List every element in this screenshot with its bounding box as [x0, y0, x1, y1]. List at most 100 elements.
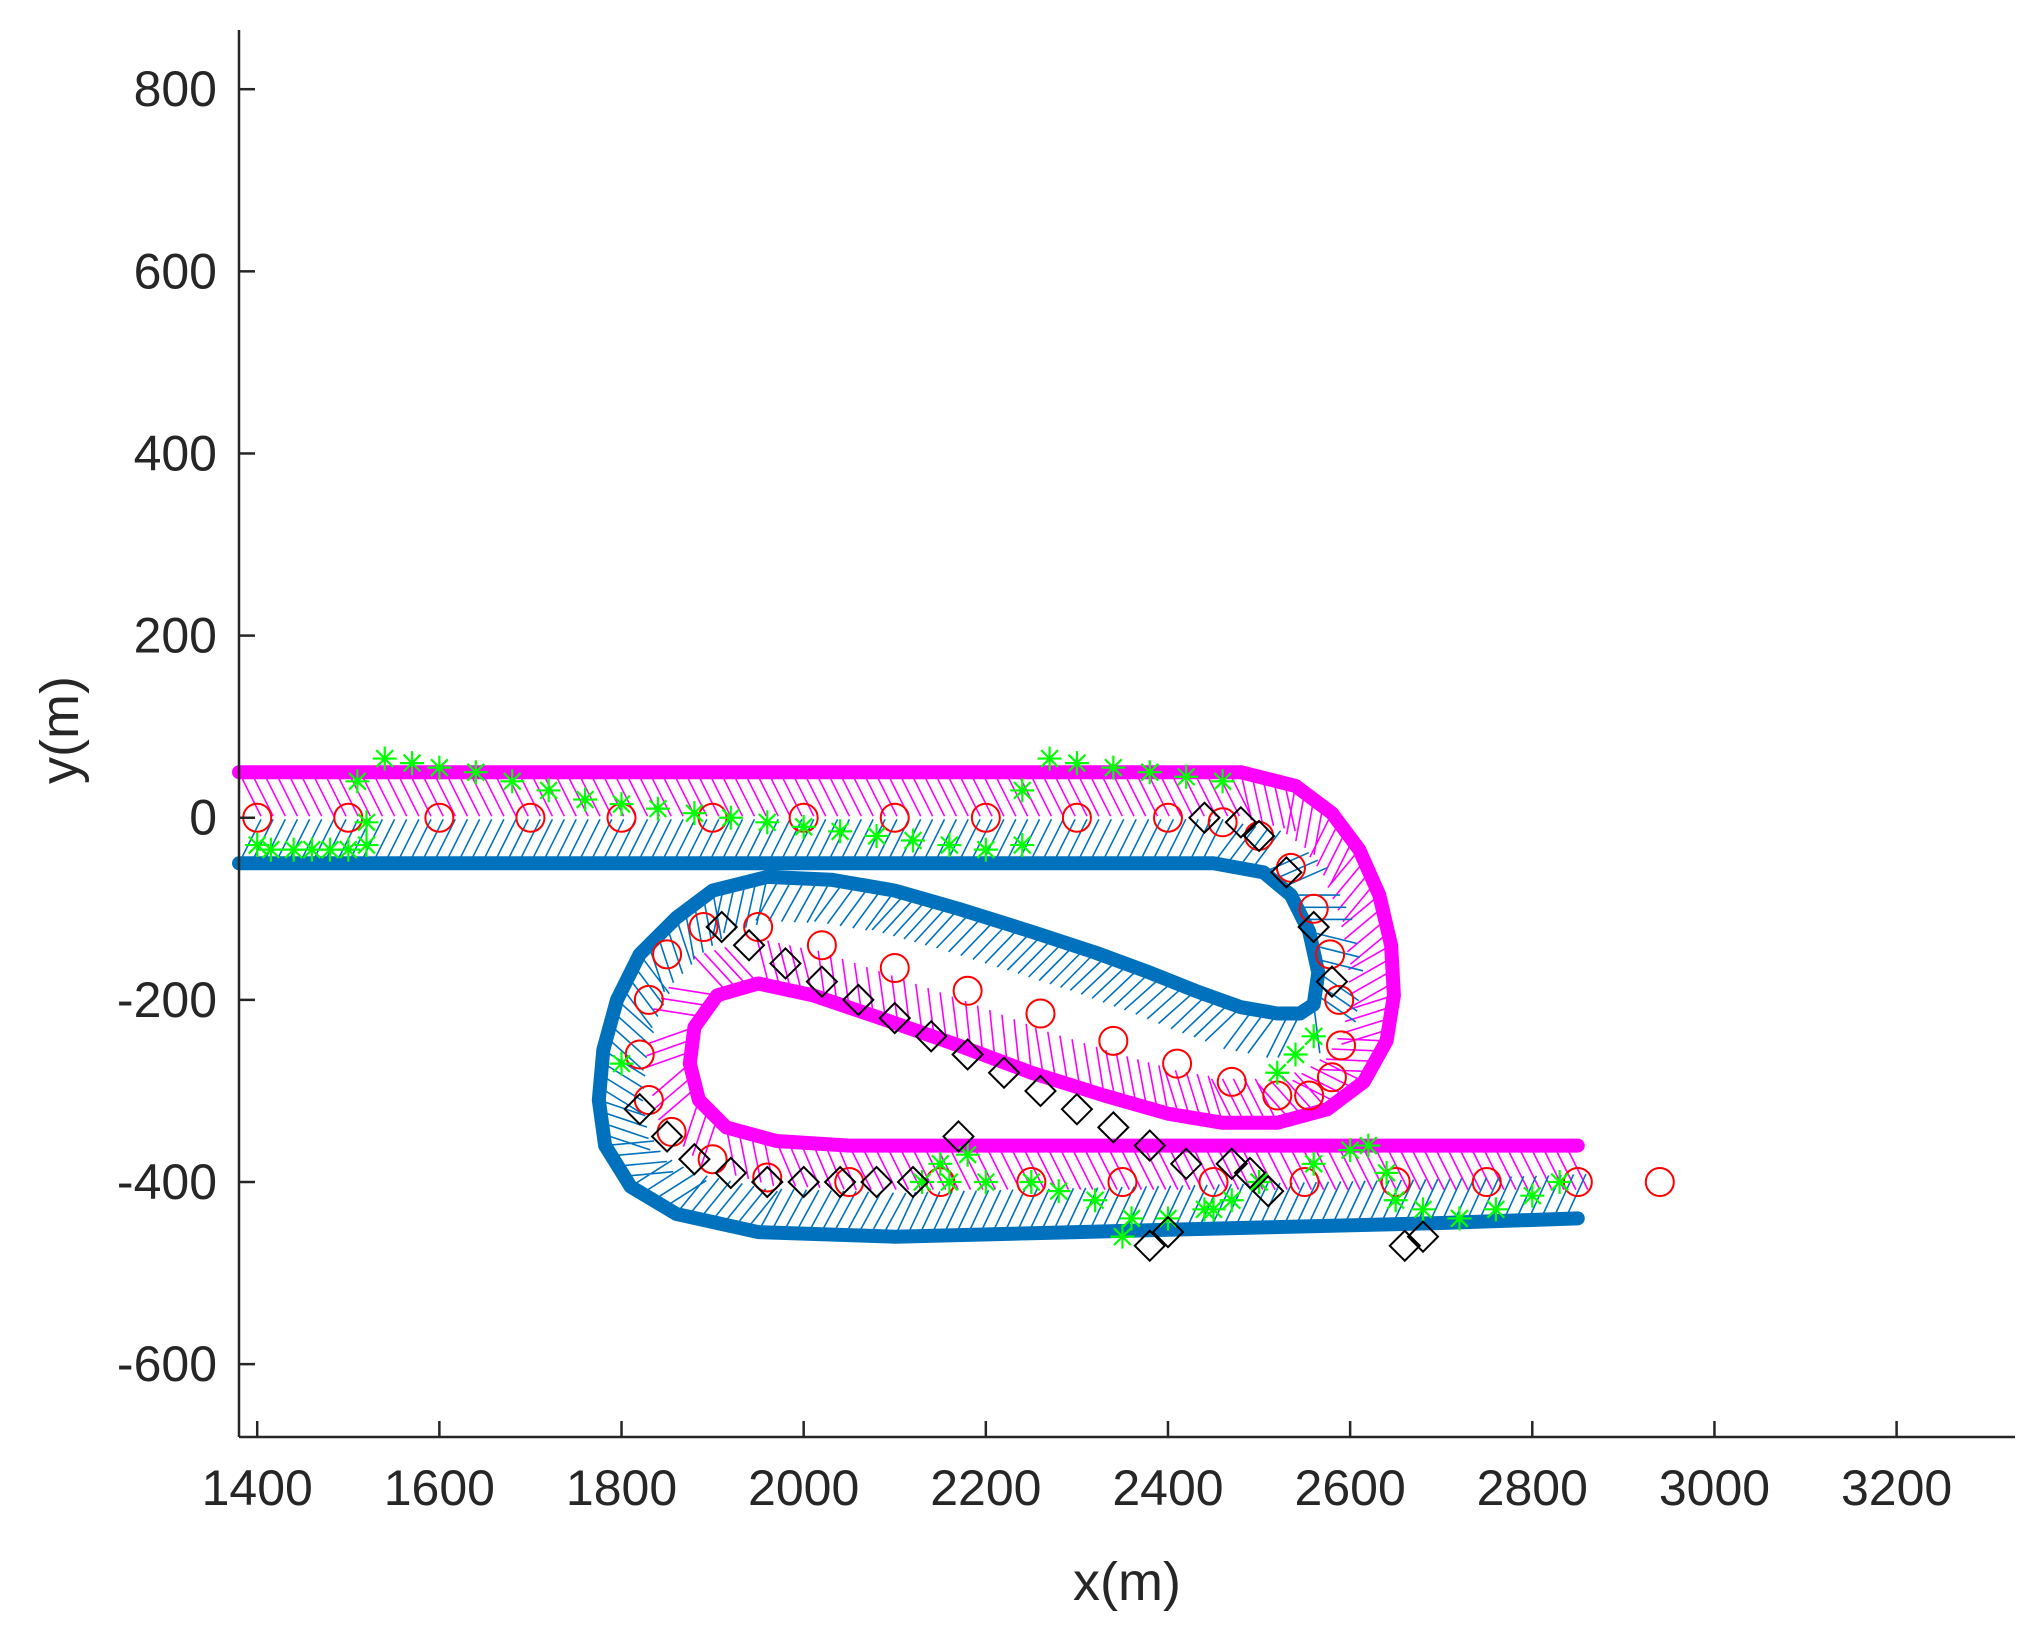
centerline-point [1298, 893, 1329, 924]
black-agent-point [1188, 801, 1221, 835]
green-agent-point [1283, 1042, 1308, 1067]
centerline-point [633, 1085, 664, 1116]
green-agent-point [1119, 1206, 1144, 1231]
y-tick-label: 200 [134, 608, 217, 664]
black-agent-point [705, 910, 739, 944]
y-tick-label: -400 [117, 1154, 217, 1210]
x-axis-title: x(m) [1073, 1552, 1181, 1612]
centerline-point [333, 802, 364, 833]
x-tick-label: 3000 [1659, 1460, 1770, 1516]
green-agent-point [1520, 1183, 1545, 1208]
green-agent-point [791, 814, 816, 839]
green-agent-point [973, 1170, 998, 1195]
y-tick-label: -200 [117, 972, 217, 1028]
green-agent-point [1137, 760, 1162, 785]
y-axis-ticks: -600 -400 -200 0 200 400 600 800 [117, 61, 255, 1392]
centerline-point [1107, 1167, 1138, 1198]
centerline-point [515, 802, 546, 833]
black-agent-point [787, 1165, 821, 1199]
centerline-point [1324, 984, 1355, 1015]
green-agent-point [1547, 1170, 1572, 1195]
centerline-point [1198, 1167, 1229, 1198]
green-agent-point [1201, 1197, 1226, 1222]
centerline-point [879, 802, 910, 833]
centerline-point [1016, 1167, 1047, 1198]
green-agents-series [245, 746, 1572, 1249]
y-tick-label: 0 [189, 790, 217, 846]
green-agent-point [400, 751, 425, 776]
black-agent-point [677, 1142, 711, 1176]
black-agent-point [1133, 1229, 1167, 1263]
green-agent-point [372, 746, 397, 771]
green-agent-point [1301, 1024, 1326, 1049]
black-agent-point [896, 1165, 930, 1199]
centerline-point [1471, 1167, 1502, 1198]
black-agent-point [805, 965, 839, 999]
green-agent-point [1064, 751, 1089, 776]
black-agent-point [1133, 1129, 1167, 1162]
black-agent-point [914, 1019, 948, 1053]
green-agent-point [937, 1170, 962, 1195]
black-agent-point [987, 1056, 1021, 1090]
green-agent-point [609, 792, 634, 817]
centerline-point [743, 912, 774, 943]
black-agent-point [650, 1120, 684, 1153]
black-agent-point [714, 1156, 748, 1190]
green-agent-point [245, 833, 270, 858]
y-tick-label: 400 [134, 425, 217, 481]
green-agent-point [955, 1142, 980, 1167]
black-agent-point [623, 1092, 657, 1126]
centerline-point [688, 912, 719, 943]
green-agent-point [258, 837, 283, 862]
green-agent-point [1083, 1188, 1108, 1213]
black-agent-point [750, 1165, 784, 1199]
green-agent-point [718, 805, 743, 830]
green-agent-point [463, 760, 488, 785]
green-agent-point [354, 833, 379, 858]
centerline-point [1289, 1167, 1320, 1198]
black-agent-point [1297, 910, 1331, 944]
black-agent-point [1060, 1092, 1094, 1126]
centerline-point [652, 939, 683, 970]
green-agent-point [536, 778, 561, 803]
black-agent-point [823, 1165, 857, 1199]
upper-boundary-line [232, 765, 1585, 1153]
green-agent-point [1447, 1206, 1472, 1231]
green-agent-point [937, 833, 962, 858]
green-agent-point [1374, 1160, 1399, 1185]
black-agent-point [732, 928, 766, 962]
black-agent-point [951, 1038, 985, 1071]
black-agent-point [1233, 1156, 1267, 1190]
x-tick-label: 1800 [566, 1460, 677, 1516]
black-agent-point [878, 1001, 912, 1035]
green-agent-point [1110, 1224, 1135, 1249]
black-agent-point [1215, 1147, 1249, 1181]
black-agent-point [1269, 855, 1303, 889]
centerline-point [970, 802, 1001, 833]
green-agent-point [500, 769, 525, 794]
green-agent-point [1174, 764, 1199, 789]
x-tick-label: 2400 [1112, 1460, 1223, 1516]
centerline-point [624, 1039, 655, 1070]
green-agent-point [1338, 1138, 1363, 1163]
centerline-point [1316, 1062, 1347, 1093]
green-agent-point [1301, 1151, 1326, 1176]
black-agents-series [623, 801, 1440, 1263]
green-agent-point [427, 755, 452, 780]
green-agent-point [1411, 1197, 1435, 1222]
y-tick-label: -600 [117, 1336, 217, 1392]
centerline-point [656, 1116, 687, 1147]
green-agent-point [1010, 833, 1035, 858]
green-agent-point [573, 787, 598, 812]
centerline-point [1216, 1066, 1247, 1097]
centerline-point [879, 953, 910, 983]
centerline-point [1244, 820, 1275, 851]
green-agent-point [1101, 755, 1126, 780]
green-agent-point [1010, 778, 1035, 803]
x-axis-ticks: 1400 1600 1800 2000 2200 2400 2600 2800 3000 3200 [202, 1421, 1952, 1516]
green-agent-point [755, 810, 780, 835]
green-agent-point [828, 819, 853, 844]
black-agent-point [860, 1165, 893, 1199]
green-agent-point [1046, 1179, 1071, 1204]
